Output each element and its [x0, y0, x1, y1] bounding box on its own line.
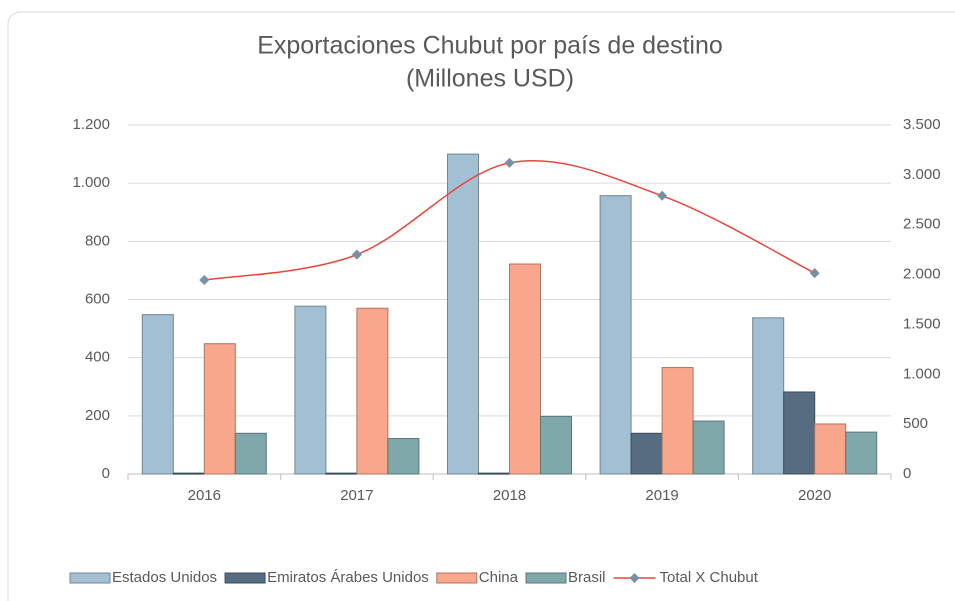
line-marker	[504, 157, 515, 168]
x-tick-label: 2018	[493, 487, 526, 504]
legend-label: China	[479, 569, 519, 586]
y-tick-label: 200	[85, 407, 110, 424]
bar	[661, 367, 694, 475]
bar	[509, 263, 541, 475]
bar	[752, 317, 785, 475]
bar	[692, 420, 725, 475]
bar	[478, 472, 510, 475]
x-tick-label: 2017	[340, 487, 373, 504]
legend-swatch	[69, 572, 111, 584]
y-tick-label: 1.200	[72, 116, 110, 133]
y2-tick-label: 2.500	[903, 216, 941, 233]
chart-title: Exportaciones Chubut por país de destino	[257, 32, 723, 60]
chart-card	[7, 11, 955, 601]
line-marker	[809, 268, 820, 279]
y2-tick-label: 1.500	[903, 315, 941, 332]
bar	[294, 305, 327, 475]
legend-label: Estados Unidos	[112, 569, 217, 586]
bar	[630, 432, 663, 475]
legend-label: Total X Chubut	[660, 569, 759, 586]
bar	[356, 307, 389, 475]
bar	[814, 423, 847, 475]
bar	[325, 472, 358, 475]
bar	[447, 153, 479, 475]
line-marker	[351, 249, 362, 260]
x-tick-label: 2016	[188, 487, 221, 504]
legend-marker	[629, 573, 640, 583]
y-tick-label: 600	[85, 290, 110, 307]
bar	[387, 438, 420, 475]
y-tick-label: 0	[102, 465, 110, 482]
bar	[172, 472, 205, 475]
y2-tick-label: 3.000	[903, 166, 941, 183]
y-tick-label: 400	[85, 349, 110, 366]
bar	[203, 343, 236, 475]
bar	[845, 431, 878, 475]
y2-tick-label: 3.500	[903, 116, 941, 133]
x-tick-label: 2020	[798, 487, 831, 504]
y-tick-label: 800	[85, 232, 110, 249]
bar	[141, 314, 174, 475]
line-marker	[657, 190, 668, 201]
y2-tick-label: 2.000	[903, 266, 941, 283]
legend-label: Emiratos Árabes Unidos	[267, 569, 429, 586]
bar	[234, 432, 267, 475]
y2-tick-label: 0	[903, 465, 911, 482]
legend-label: Brasil	[568, 569, 606, 586]
line-marker	[199, 275, 210, 286]
chart-subtitle: (Millones USD)	[406, 65, 574, 93]
y2-tick-label: 1.000	[903, 365, 941, 382]
legend-swatch	[224, 572, 266, 584]
y2-tick-label: 500	[903, 415, 928, 432]
legend-swatch	[436, 572, 478, 584]
bar	[599, 195, 632, 475]
x-tick-label: 2019	[645, 487, 678, 504]
legend-swatch	[525, 572, 567, 584]
bar	[783, 391, 816, 475]
y-tick-label: 1.000	[72, 174, 110, 191]
bar	[540, 415, 572, 475]
